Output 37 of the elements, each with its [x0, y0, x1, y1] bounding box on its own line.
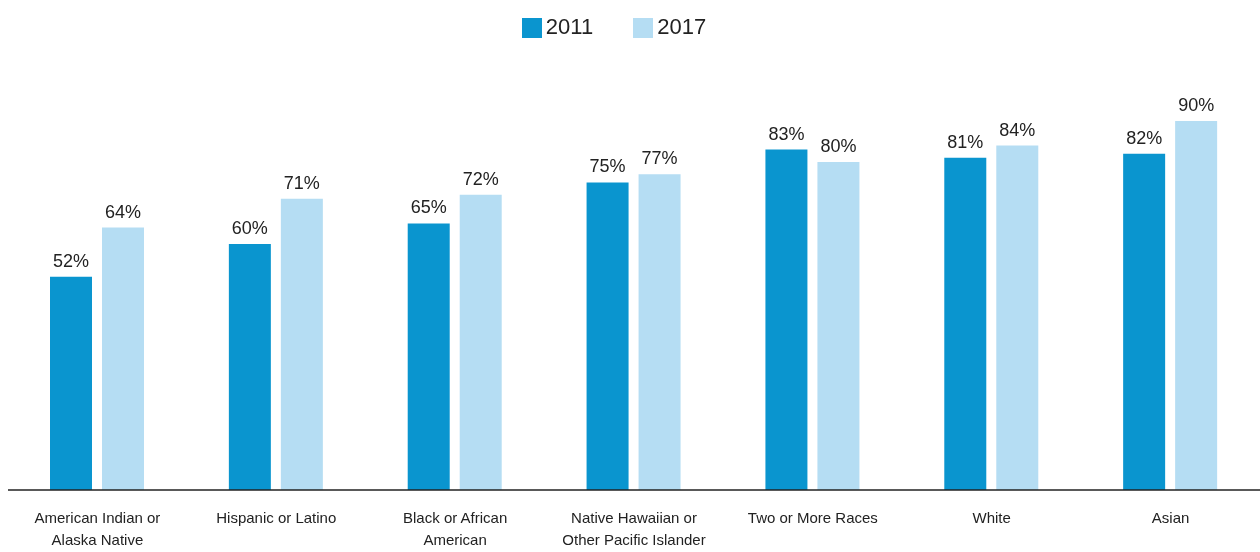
bar	[817, 161, 860, 490]
bar	[102, 227, 144, 490]
bar	[765, 149, 808, 490]
data-label: 83%	[768, 123, 805, 144]
bar	[228, 243, 271, 490]
x-tick-label: American Indian or Alaska Native	[34, 508, 161, 548]
bar	[1175, 120, 1218, 490]
data-label: 80%	[820, 135, 857, 156]
bar	[280, 198, 323, 490]
data-label: 64%	[104, 201, 142, 222]
x-tick-label: Hispanic or Latino	[216, 508, 337, 526]
data-label: 71%	[283, 172, 320, 193]
bar	[459, 194, 502, 490]
legend-label: 2011	[545, 14, 594, 39]
bar	[638, 174, 681, 490]
data-label: 81%	[947, 131, 984, 152]
legend-label: 2017	[657, 14, 707, 39]
data-label: 75%	[589, 156, 626, 177]
data-label: 90%	[1178, 94, 1215, 115]
data-label: 77%	[641, 148, 678, 169]
x-tick-label: Black or African American	[403, 508, 508, 548]
data-label: 60%	[231, 217, 268, 238]
data-label: 84%	[999, 119, 1036, 140]
x-tick-label: Native Hawaiian or Other Pacific Islander	[562, 508, 706, 548]
bar	[50, 276, 92, 490]
x-tick-label: White	[972, 508, 1011, 526]
bar	[407, 223, 450, 490]
bar	[996, 145, 1039, 490]
data-label: 52%	[52, 250, 90, 271]
bar	[586, 182, 629, 490]
bar	[1123, 153, 1166, 490]
data-label: 65%	[410, 197, 447, 218]
x-tick-label: Asian	[1151, 508, 1190, 526]
x-tick-label: Two or More Races	[747, 508, 878, 526]
data-label: 72%	[462, 168, 499, 189]
bar	[944, 157, 987, 490]
data-label: 82%	[1126, 127, 1163, 148]
